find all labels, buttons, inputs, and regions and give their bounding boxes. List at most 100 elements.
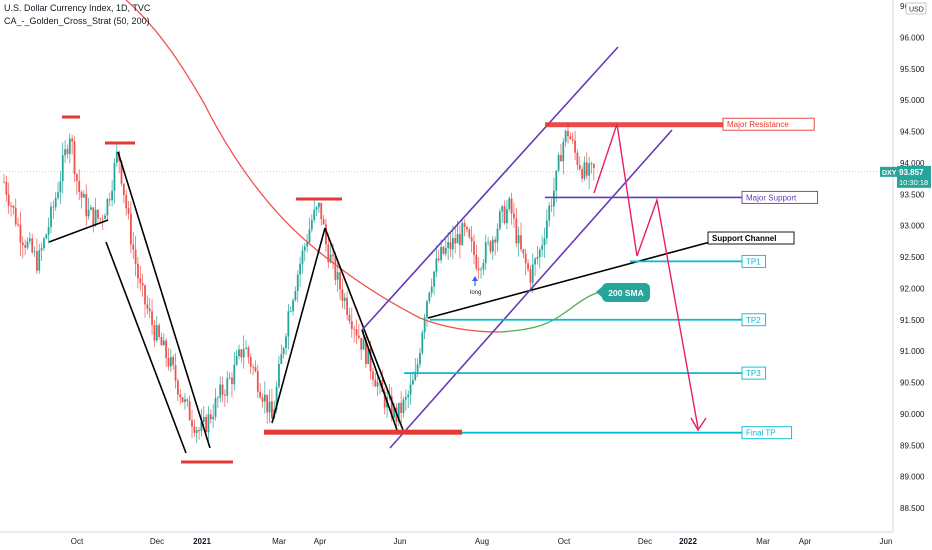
candle xyxy=(336,262,339,292)
candle-body xyxy=(426,301,428,318)
x-tick-label: 2022 xyxy=(679,537,697,546)
candle xyxy=(94,198,97,228)
candle-body xyxy=(38,250,41,271)
candle-body xyxy=(451,238,454,250)
y-tick-label: 91.500 xyxy=(900,316,925,325)
candle-body xyxy=(583,162,586,179)
candle xyxy=(360,337,363,360)
candle-body xyxy=(306,242,309,247)
candle xyxy=(545,209,548,245)
candle-body xyxy=(292,300,294,312)
candle-body xyxy=(503,206,506,224)
candle xyxy=(538,247,541,269)
candle xyxy=(294,286,297,302)
y-tick-label: 92.500 xyxy=(900,253,925,262)
candle-body xyxy=(416,364,419,372)
tp3-label-box xyxy=(741,366,767,380)
candle-body xyxy=(108,199,111,201)
candle xyxy=(87,197,90,220)
candle xyxy=(459,225,461,259)
candle-body xyxy=(527,263,529,270)
candle-body xyxy=(318,202,320,208)
y-tick-label: 92.000 xyxy=(900,284,925,293)
candle xyxy=(125,189,128,216)
candle-body xyxy=(327,244,330,263)
candle-body xyxy=(435,258,438,272)
candle-body xyxy=(111,190,113,201)
tp2-label: TP2 xyxy=(741,313,767,327)
candle xyxy=(10,201,12,217)
candle-body xyxy=(294,291,297,301)
candle xyxy=(137,257,139,289)
candle-body xyxy=(141,282,144,286)
candle xyxy=(550,198,553,213)
candle-body xyxy=(508,198,511,209)
candle xyxy=(43,236,45,252)
candle-body xyxy=(28,238,31,242)
candle-body xyxy=(480,269,482,271)
currency-badge-label: USD xyxy=(909,7,924,14)
candle xyxy=(350,307,353,338)
candle-body xyxy=(36,251,38,271)
candle-body xyxy=(320,202,323,220)
candle-body xyxy=(134,249,137,264)
candle xyxy=(402,396,405,418)
candle xyxy=(198,427,200,440)
candle-body xyxy=(301,250,304,264)
candle-body xyxy=(31,238,34,253)
candle-body xyxy=(341,289,344,301)
candle-body xyxy=(228,377,231,379)
candle-body xyxy=(510,198,513,214)
candle-body xyxy=(412,379,414,385)
candle xyxy=(407,390,410,409)
candle xyxy=(73,136,76,183)
candle-body xyxy=(254,367,257,372)
candle xyxy=(522,249,525,259)
price-tag-box xyxy=(897,165,931,188)
candle xyxy=(451,225,454,260)
candle-body xyxy=(529,269,532,283)
candle xyxy=(372,367,374,387)
candle-body xyxy=(231,377,233,385)
candle xyxy=(437,249,440,263)
candle-body xyxy=(71,138,74,142)
candle xyxy=(141,274,144,297)
major-support-label: Major Support xyxy=(741,190,819,204)
candle xyxy=(310,214,313,233)
candle xyxy=(130,201,132,254)
candle xyxy=(397,402,400,427)
candle xyxy=(515,208,518,248)
candle xyxy=(581,166,583,183)
y-tick-label: 93.000 xyxy=(900,222,925,231)
candle xyxy=(477,257,480,280)
candle xyxy=(447,232,450,260)
candle-body xyxy=(534,258,536,265)
candle xyxy=(90,205,92,211)
candle xyxy=(433,270,435,296)
candle-body xyxy=(285,336,287,349)
candle xyxy=(508,196,511,212)
candle-body xyxy=(461,223,464,246)
major-resistance-label-box xyxy=(722,117,815,131)
candle xyxy=(564,129,567,147)
y-tick-label: 90.500 xyxy=(900,379,925,388)
candle xyxy=(139,265,142,291)
candle-body xyxy=(423,317,426,333)
candle-body xyxy=(449,242,452,250)
candle-body xyxy=(454,238,457,244)
candle-body xyxy=(186,399,189,402)
candle-body xyxy=(374,379,377,387)
candle xyxy=(325,218,327,252)
candle-body xyxy=(252,366,254,368)
candle-body xyxy=(68,138,71,154)
y-tick-label: 94.500 xyxy=(900,128,925,137)
candle xyxy=(221,376,224,403)
candle xyxy=(254,360,257,373)
candle xyxy=(78,169,81,201)
candle-body xyxy=(101,218,104,220)
candle-body xyxy=(219,384,222,398)
candle-body xyxy=(550,205,553,207)
candle-body xyxy=(162,340,165,346)
